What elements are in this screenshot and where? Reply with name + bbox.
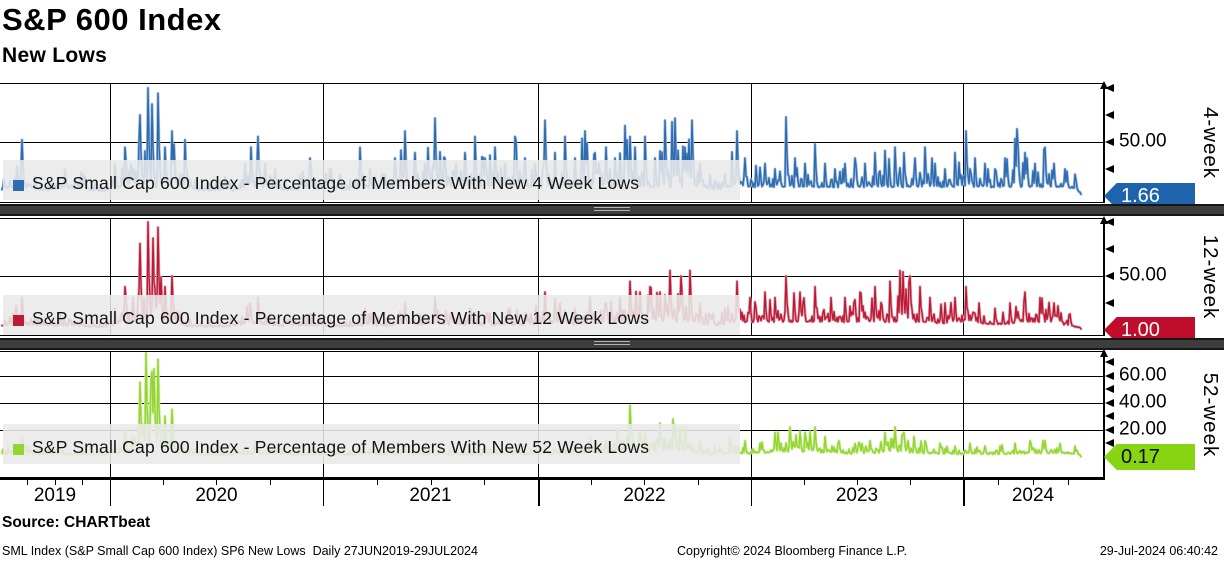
- splitter-grip-icon: [594, 207, 630, 212]
- y-tick-icon: [1105, 439, 1114, 448]
- quarter-tick-icon: [163, 479, 165, 485]
- legend-label: S&P Small Cap 600 Index - Percentage of …: [32, 173, 640, 193]
- quarter-tick-icon: [998, 479, 1000, 485]
- y-tick-icon: [1105, 84, 1114, 92]
- quarter-tick-icon: [430, 479, 432, 485]
- footer-security-info: SML Index (S&P Small Cap 600 Index) SP6 …: [2, 544, 478, 558]
- y-tick-label: 50.00: [1119, 130, 1167, 152]
- x-axis-year-label: 2020: [195, 485, 238, 506]
- y-tick-icon: [1105, 425, 1114, 434]
- quarter-tick-icon: [484, 479, 486, 485]
- legend-label: S&P Small Cap 600 Index - Percentage of …: [32, 308, 650, 328]
- x-axis-year-label: 2022: [623, 485, 666, 506]
- legend-marker-icon: [13, 444, 24, 455]
- axis-arrow-icon: [1100, 81, 1108, 89]
- y-axis-52-week: 20.00 40.00 60.00 0.17 52-week: [1100, 349, 1224, 478]
- quarter-tick-icon: [82, 479, 84, 485]
- y-tick-icon: [1105, 371, 1114, 380]
- last-value-badge-52-week: 0.17: [1104, 444, 1195, 470]
- panel-splitter[interactable]: [0, 338, 1224, 350]
- axis-period-label: 52-week: [1199, 372, 1222, 457]
- y-tick-icon: [1105, 272, 1114, 280]
- panel-52-week: S&P Small Cap 600 Index - Percentage of …: [0, 351, 1103, 478]
- legend-12-week[interactable]: S&P Small Cap 600 Index - Percentage of …: [3, 295, 740, 335]
- axis-period-label: 12-week: [1199, 234, 1222, 320]
- y-tick-icon: [1105, 358, 1114, 367]
- x-axis-year-label: 2021: [409, 485, 452, 506]
- quarter-tick-icon: [644, 479, 646, 485]
- quarter-tick-icon: [591, 479, 593, 485]
- x-axis-line: [0, 477, 1105, 480]
- y-axis-12-week: 50.00 1.00 12-week: [1100, 216, 1224, 343]
- panel-12-week: S&P Small Cap 600 Index - Percentage of …: [0, 218, 1103, 336]
- year-separator: [109, 479, 112, 506]
- quarter-tick-icon: [856, 479, 858, 485]
- year-separator: [322, 479, 325, 506]
- y-tick-icon: [1105, 398, 1114, 407]
- quarter-tick-icon: [216, 479, 218, 485]
- y-tick-icon: [1105, 412, 1114, 421]
- panel-splitter[interactable]: [0, 204, 1224, 216]
- quarter-tick-icon: [910, 479, 911, 485]
- y-tick-label: 50.00: [1119, 264, 1167, 286]
- legend-marker-icon: [13, 180, 24, 191]
- axis-period-label: 4-week: [1199, 106, 1222, 180]
- y-tick-label: 20.00: [1119, 418, 1167, 440]
- quarter-tick-icon: [27, 479, 29, 485]
- legend-4-week[interactable]: S&P Small Cap 600 Index - Percentage of …: [3, 160, 740, 200]
- page-subtitle: New Lows: [2, 44, 108, 67]
- year-separator: [963, 479, 965, 506]
- x-axis-year-label: 2019: [33, 485, 77, 506]
- quarter-tick-icon: [697, 479, 699, 485]
- legend-52-week[interactable]: S&P Small Cap 600 Index - Percentage of …: [3, 424, 740, 464]
- quarter-tick-icon: [269, 479, 271, 485]
- page-title: S&P 600 Index: [2, 2, 222, 37]
- year-separator: [538, 479, 540, 506]
- quarter-tick-icon: [376, 479, 378, 485]
- y-tick-icon: [1105, 111, 1114, 119]
- y-tick-icon: [1105, 218, 1114, 226]
- splitter-grip-icon: [594, 341, 630, 346]
- axis-arrow-icon: [1100, 216, 1108, 224]
- y-tick-icon: [1105, 138, 1114, 146]
- quarter-tick-icon: [1033, 479, 1034, 485]
- y-tick-icon: [1105, 299, 1114, 307]
- y-tick-icon: [1105, 165, 1114, 173]
- y-axis-4-week: 50.00 1.66 4-week: [1100, 81, 1224, 209]
- x-axis-year-label: 2024: [1011, 485, 1055, 506]
- footer-timestamp: 29-Jul-2024 06:40:42: [1099, 544, 1218, 558]
- legend-label: S&P Small Cap 600 Index - Percentage of …: [32, 437, 650, 457]
- quarter-tick-icon: [54, 479, 56, 485]
- footer-copyright: Copyright© 2024 Bloomberg Finance L.P.: [677, 544, 907, 558]
- y-tick-label: 60.00: [1119, 364, 1167, 386]
- y-tick-label: 40.00: [1119, 391, 1167, 413]
- legend-marker-icon: [13, 315, 24, 326]
- axis-arrow-icon: [1100, 349, 1108, 357]
- x-axis-year-label: 2023: [835, 485, 879, 506]
- panel-4-week: S&P Small Cap 600 Index - Percentage of …: [0, 83, 1103, 203]
- quarter-tick-icon: [803, 479, 805, 485]
- y-tick-icon: [1105, 385, 1114, 394]
- source-line: Source: CHARTbeat: [2, 514, 151, 531]
- year-separator: [750, 479, 753, 506]
- quarter-tick-icon: [1068, 479, 1069, 485]
- y-tick-icon: [1105, 245, 1114, 253]
